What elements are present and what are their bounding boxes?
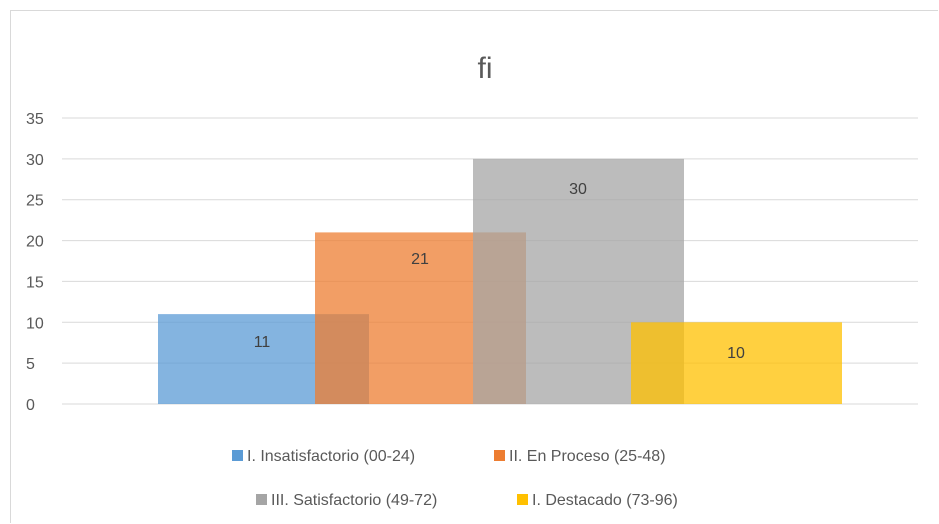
legend-swatch-4 — [517, 494, 528, 505]
y-tick-label: 35 — [26, 111, 44, 128]
legend-swatch-3 — [256, 494, 267, 505]
y-tick-label: 25 — [26, 193, 44, 210]
y-tick-label: 20 — [26, 234, 44, 251]
legend-label-4: I. Destacado (73-96) — [532, 492, 678, 509]
y-tick-label: 10 — [26, 315, 44, 332]
data-label-4: 10 — [727, 345, 745, 362]
legend: I. Insatisfactorio (00-24) II. En Proceso… — [232, 448, 678, 509]
bars — [158, 158, 842, 404]
legend-label-2: II. En Proceso (25-48) — [509, 448, 666, 465]
data-label-2: 21 — [411, 251, 429, 268]
legend-label-1: I. Insatisfactorio (00-24) — [247, 448, 415, 465]
legend-label-3: III. Satisfactorio (49-72) — [271, 492, 437, 509]
data-label-1: 11 — [254, 334, 271, 351]
y-tick-label: 5 — [26, 356, 35, 373]
bar-4 — [631, 322, 842, 404]
y-tick-label: 15 — [26, 274, 44, 291]
y-axis-tick-labels: 0 5 10 15 20 25 30 35 — [26, 111, 44, 414]
y-tick-label: 30 — [26, 152, 44, 169]
chart-title: fi — [478, 52, 493, 85]
y-tick-label: 0 — [26, 397, 35, 414]
data-label-3: 30 — [569, 181, 587, 198]
data-labels: 11 21 30 10 — [254, 181, 745, 362]
legend-swatch-2 — [494, 450, 505, 461]
legend-swatch-1 — [232, 450, 243, 461]
